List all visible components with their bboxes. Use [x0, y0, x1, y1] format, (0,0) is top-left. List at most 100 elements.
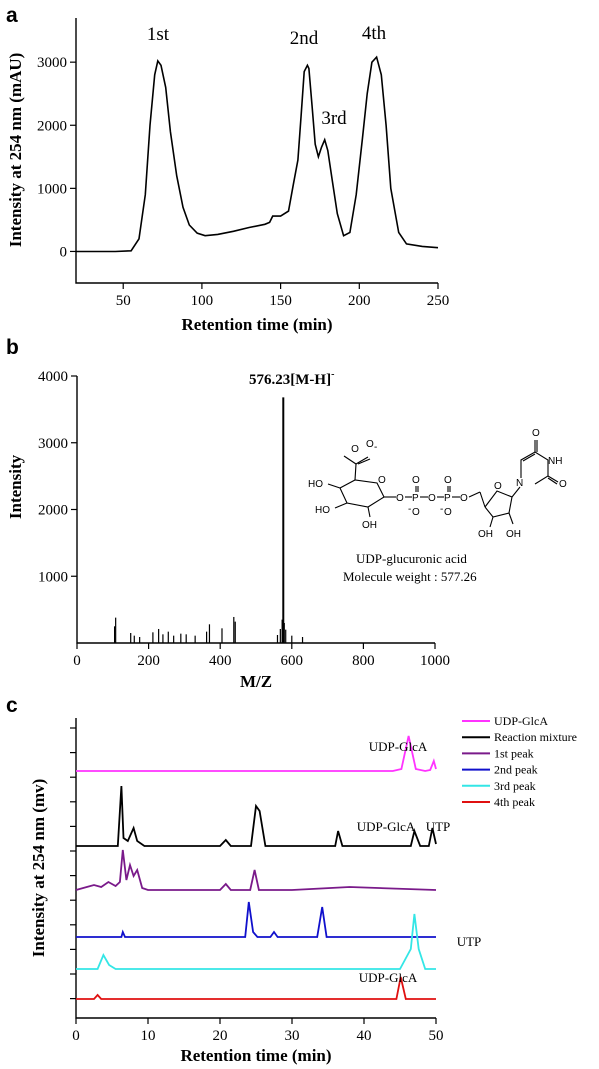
structure-name: UDP-glucuronic acid [356, 551, 467, 566]
panel-b-x-tick-label: 1000 [420, 653, 450, 669]
panel-a-x-tick-label: 50 [116, 293, 131, 309]
panel-b-y-tick-label: 3000 [38, 436, 68, 452]
annotation-udp-glca-top: UDP-GlcA [369, 739, 428, 754]
panel-b-x-axis-label: M/Z [240, 672, 272, 691]
svg-text:N: N [516, 478, 523, 489]
panel-a-y-axis-label: Intensity at 254 nm (mAU) [6, 53, 25, 248]
annotation-utp-mixture: UTP [426, 819, 451, 834]
panel-a-x-tick-label: 200 [348, 293, 371, 309]
svg-text:-: - [440, 504, 443, 515]
panel-b-x-ticks: 0 200 400 600 800 1000 [73, 643, 450, 669]
trace-reaction-mixture [76, 785, 437, 847]
udp-glucuronic-acid-structure-drawing: O O - O HO HO OH O P O O - O P O O - O [308, 428, 567, 540]
panel-c-y-ticks [70, 727, 76, 1000]
panel-c-legend: UDP-GlcA Reaction mixture 1st peak 2nd peak… [462, 714, 577, 809]
peak-label-4th: 4th [362, 23, 387, 44]
peak-label-2nd: 2nd [290, 28, 319, 49]
trace-1st-peak [75, 849, 437, 891]
panel-b-x-tick-label: 0 [73, 653, 81, 669]
svg-text:-: - [374, 442, 377, 453]
svg-text:O: O [351, 444, 359, 455]
panel-a-axis-frame [75, 18, 438, 284]
panel-a-y-ticks: 0 1000 2000 3000 [37, 55, 76, 260]
peak-label-1st: 1st [147, 24, 170, 45]
trace-udp-glca [76, 735, 437, 772]
panel-c-x-tick-label: 50 [429, 1028, 444, 1044]
panel-a-x-ticks: 50 100 150 200 250 [116, 283, 450, 309]
panel-c-x-tick-label: 0 [72, 1028, 80, 1044]
annotation-utp-3rd-peak: UTP [457, 934, 482, 949]
legend-label: 2nd peak [494, 763, 538, 777]
legend-label: 1st peak [494, 746, 534, 760]
annotation-udp-glca-4th-peak: UDP-GlcA [359, 970, 418, 985]
structure-molecular-weight: Molecule weight : 577.26 [343, 569, 477, 584]
svg-text:O: O [378, 475, 386, 486]
svg-text:O: O [532, 428, 540, 439]
panel-a-y-tick-label: 3000 [37, 55, 67, 71]
panel-b-y-tick-label: 2000 [38, 503, 68, 519]
panel-c-label: c [6, 694, 18, 717]
panel-c-x-tick-label: 10 [141, 1028, 156, 1044]
panel-b-x-tick-label: 400 [209, 653, 232, 669]
legend-label: 4th peak [494, 795, 535, 809]
svg-text:P: P [444, 493, 451, 504]
svg-text:OH: OH [506, 529, 521, 540]
svg-text:O: O [444, 507, 452, 518]
panel-b-y-tick-label: 4000 [38, 369, 68, 385]
panel-a-y-tick-label: 1000 [37, 181, 67, 197]
svg-text:-: - [408, 504, 411, 515]
panel-a-axes [75, 18, 438, 284]
panel-c-x-tick-label: 30 [285, 1028, 300, 1044]
legend-label: Reaction mixture [494, 730, 577, 744]
panel-c-y-axis-label: Intensity at 254 nm (mv) [29, 779, 48, 958]
peak-label-3rd: 3rd [321, 108, 347, 129]
svg-text:O: O [559, 479, 567, 490]
panel-b-x-tick-label: 600 [281, 653, 304, 669]
panel-b-y-axis-label: Intensity [6, 454, 25, 519]
trace-3rd-peak [76, 913, 436, 970]
panel-b-y-tick-label: 1000 [38, 569, 68, 585]
panel-c-x-axis-label: Retention time (min) [180, 1046, 331, 1065]
svg-text:O: O [366, 439, 374, 450]
ms-peak-label-text: 576.23[M-H] [249, 372, 331, 388]
svg-text:O: O [444, 475, 452, 486]
panel-b-axes [76, 376, 435, 644]
svg-text:HO: HO [308, 479, 323, 490]
legend-label: UDP-GlcA [494, 714, 548, 728]
panel-a-y-tick-label: 0 [60, 244, 68, 260]
svg-text:O: O [412, 507, 420, 518]
panel-b-label: b [6, 336, 19, 359]
panel-b-axis-frame [76, 376, 435, 644]
svg-text:OH: OH [478, 529, 493, 540]
panel-c-x-ticks: 0 10 20 30 40 50 [72, 1018, 444, 1044]
panel-b-x-tick-label: 200 [137, 653, 160, 669]
svg-text:O: O [494, 481, 502, 492]
panel-a-y-tick-label: 2000 [37, 118, 67, 134]
panel-a-x-tick-label: 250 [427, 293, 450, 309]
panel-b-x-tick-label: 800 [352, 653, 375, 669]
svg-text:O: O [412, 475, 420, 486]
annotation-udp-glca-mixture: UDP-GlcA [357, 819, 416, 834]
panel-a-x-tick-label: 100 [191, 293, 214, 309]
svg-text:HO: HO [315, 505, 330, 516]
svg-text:NH: NH [548, 456, 562, 467]
svg-text:O: O [460, 493, 468, 504]
ms-peak-label: 576.23[M-H]- [249, 369, 334, 388]
panel-c-x-tick-label: 40 [357, 1028, 372, 1044]
panel-a-chromatogram-line [76, 55, 439, 253]
panel-a-x-axis-label: Retention time (min) [181, 315, 332, 334]
svg-text:OH: OH [362, 520, 377, 531]
panel-b-peaks [113, 397, 304, 643]
panel-c-chromatograms [75, 735, 437, 1000]
legend-label: 3rd peak [494, 779, 536, 793]
svg-text:P: P [412, 493, 419, 504]
svg-text:O: O [428, 493, 436, 504]
trace-2nd-peak [76, 901, 436, 938]
panel-c-x-tick-label: 20 [213, 1028, 228, 1044]
panel-b-y-ticks: 1000 2000 3000 4000 [38, 369, 77, 585]
panel-a-x-tick-label: 150 [269, 293, 292, 309]
trace-4th-peak [76, 976, 436, 1000]
panel-a-label: a [6, 4, 18, 27]
svg-text:O: O [396, 493, 404, 504]
